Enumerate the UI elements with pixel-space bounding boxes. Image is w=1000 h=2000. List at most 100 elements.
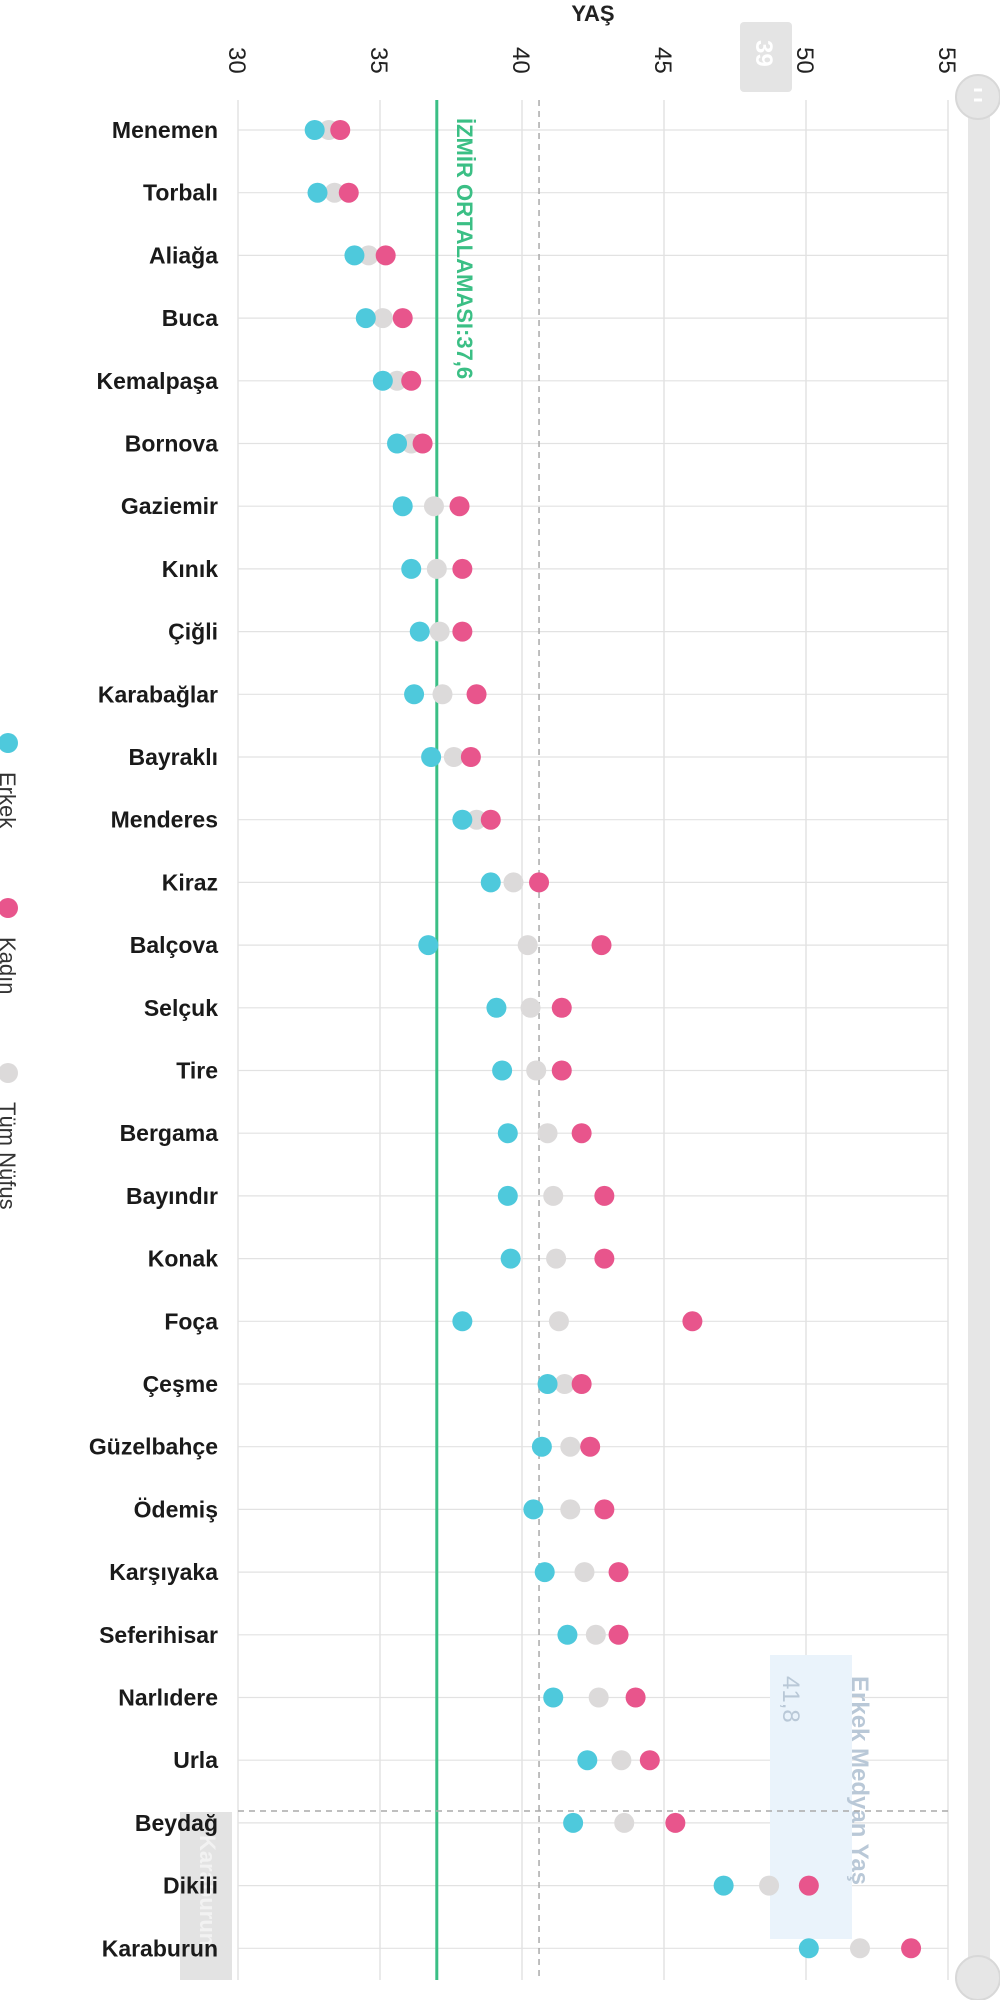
dot-erkek[interactable] bbox=[355, 308, 376, 329]
dot-tum-nufus[interactable] bbox=[588, 1687, 609, 1708]
dot-tum-nufus[interactable] bbox=[372, 308, 393, 329]
dot-erkek[interactable] bbox=[563, 1812, 584, 1833]
dot-tum-nufus[interactable] bbox=[429, 621, 450, 642]
dot-erkek[interactable] bbox=[577, 1750, 598, 1771]
dot-kadin[interactable] bbox=[338, 182, 359, 203]
dot-kadin[interactable] bbox=[330, 120, 351, 140]
dot-tum-nufus[interactable] bbox=[517, 935, 538, 956]
dot-tum-nufus[interactable] bbox=[560, 1436, 581, 1457]
dot-erkek[interactable] bbox=[344, 245, 365, 266]
dot-tum-nufus[interactable] bbox=[520, 997, 541, 1018]
dot-erkek[interactable] bbox=[497, 1185, 518, 1206]
dot-erkek[interactable] bbox=[452, 809, 473, 830]
dot-erkek[interactable] bbox=[452, 1311, 473, 1332]
dot-erkek[interactable] bbox=[421, 747, 442, 767]
dot-erkek[interactable] bbox=[500, 1248, 521, 1269]
dot-erkek[interactable] bbox=[401, 558, 422, 579]
dot-erkek[interactable] bbox=[372, 370, 393, 391]
dot-kadin[interactable] bbox=[571, 1123, 592, 1144]
dot-erkek[interactable] bbox=[418, 935, 439, 956]
dot-tum-nufus[interactable] bbox=[432, 684, 453, 705]
dot-kadin[interactable] bbox=[571, 1374, 592, 1394]
dot-erkek[interactable] bbox=[543, 1687, 564, 1708]
dot-erkek[interactable] bbox=[387, 433, 408, 454]
x-tick-label: 35 bbox=[365, 47, 392, 74]
dot-erkek[interactable] bbox=[404, 684, 425, 705]
dot-tum-nufus[interactable] bbox=[543, 1185, 564, 1206]
dot-erkek[interactable] bbox=[307, 182, 328, 203]
dot-tum-nufus[interactable] bbox=[611, 1750, 632, 1771]
dot-kadin[interactable] bbox=[591, 935, 612, 956]
dot-kadin[interactable] bbox=[452, 621, 473, 642]
dot-tum-nufus[interactable] bbox=[546, 1248, 567, 1269]
dot-tum-nufus[interactable] bbox=[423, 496, 444, 517]
dot-kadin[interactable] bbox=[608, 1562, 629, 1583]
dot-kadin[interactable] bbox=[625, 1687, 646, 1708]
dot-kadin[interactable] bbox=[665, 1812, 686, 1833]
dot-kadin[interactable] bbox=[551, 997, 572, 1018]
dot-tum-nufus[interactable] bbox=[585, 1624, 606, 1645]
dot-kadin[interactable] bbox=[682, 1311, 703, 1332]
dot-erkek[interactable] bbox=[480, 872, 501, 893]
dot-kadin[interactable] bbox=[798, 1875, 819, 1896]
dot-kadin[interactable] bbox=[608, 1624, 629, 1645]
dot-tum-nufus[interactable] bbox=[614, 1812, 635, 1833]
dot-tum-nufus[interactable] bbox=[759, 1875, 780, 1896]
x-tick-label: 50 bbox=[791, 47, 818, 74]
dot-erkek[interactable] bbox=[492, 1060, 513, 1081]
dot-tum-nufus[interactable] bbox=[537, 1123, 558, 1144]
grid-lines bbox=[237, 100, 949, 1980]
dot-kadin[interactable] bbox=[551, 1060, 572, 1081]
dot-kadin[interactable] bbox=[594, 1185, 615, 1206]
dot-kadin[interactable] bbox=[594, 1499, 615, 1520]
dot-erkek[interactable] bbox=[497, 1123, 518, 1144]
dot-erkek[interactable] bbox=[392, 496, 413, 517]
dot-tum-nufus[interactable] bbox=[358, 245, 379, 266]
dot-erkek[interactable] bbox=[798, 1938, 819, 1959]
dot-tum-nufus[interactable] bbox=[443, 747, 464, 767]
dot-tum-nufus[interactable] bbox=[387, 370, 408, 391]
dot-kadin[interactable] bbox=[375, 245, 396, 266]
dot-tum-nufus[interactable] bbox=[503, 872, 524, 893]
dot-erkek[interactable] bbox=[304, 120, 325, 140]
district-label: Foça bbox=[164, 1308, 218, 1334]
slider-handle-top[interactable] bbox=[955, 74, 1000, 120]
dot-kadin[interactable] bbox=[580, 1436, 601, 1457]
dot-tum-nufus[interactable] bbox=[560, 1499, 581, 1520]
dot-erkek[interactable] bbox=[409, 621, 430, 642]
dot-kadin[interactable] bbox=[594, 1248, 615, 1269]
dot-kadin[interactable] bbox=[401, 370, 422, 391]
dot-kadin[interactable] bbox=[639, 1750, 660, 1771]
dot-kadin[interactable] bbox=[449, 496, 470, 517]
district-label: Kınık bbox=[162, 556, 218, 582]
dot-kadin[interactable] bbox=[529, 872, 550, 893]
dot-erkek[interactable] bbox=[537, 1374, 558, 1394]
dot-tum-nufus[interactable] bbox=[324, 182, 345, 203]
range-slider[interactable]: 39 bbox=[740, 22, 1000, 2000]
dot-kadin[interactable] bbox=[460, 747, 481, 767]
dot-erkek[interactable] bbox=[523, 1499, 544, 1520]
slider-track[interactable] bbox=[968, 98, 990, 1986]
dot-tum-nufus[interactable] bbox=[548, 1311, 569, 1332]
dot-kadin[interactable] bbox=[412, 433, 433, 454]
slider-handle-bottom[interactable] bbox=[955, 1955, 1000, 2000]
dot-erkek[interactable] bbox=[486, 997, 507, 1018]
dot-kadin[interactable] bbox=[392, 308, 413, 329]
dot-kadin[interactable] bbox=[901, 1938, 922, 1959]
dot-kadin[interactable] bbox=[480, 809, 501, 830]
dot-tum-nufus[interactable] bbox=[574, 1562, 595, 1583]
dot-tum-nufus[interactable] bbox=[426, 558, 447, 579]
dot-erkek[interactable] bbox=[713, 1875, 734, 1896]
legend: Erkek Kadın Tüm Nüfus bbox=[0, 733, 20, 1210]
dot-tum-nufus[interactable] bbox=[849, 1938, 870, 1959]
district-label: Torbalı bbox=[143, 180, 218, 206]
dot-kadin[interactable] bbox=[452, 558, 473, 579]
district-label: Karşıyaka bbox=[109, 1559, 218, 1585]
dot-erkek[interactable] bbox=[534, 1562, 555, 1583]
dot-tum-nufus[interactable] bbox=[554, 1374, 575, 1394]
dot-kadin[interactable] bbox=[466, 684, 487, 705]
dot-erkek[interactable] bbox=[531, 1436, 552, 1457]
dot-erkek[interactable] bbox=[557, 1624, 578, 1645]
dot-tum-nufus[interactable] bbox=[466, 809, 487, 830]
dot-tum-nufus[interactable] bbox=[526, 1060, 547, 1081]
